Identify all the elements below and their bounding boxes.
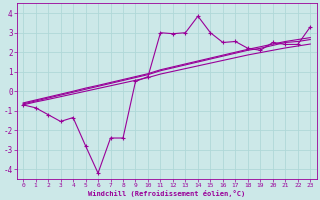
X-axis label: Windchill (Refroidissement éolien,°C): Windchill (Refroidissement éolien,°C) <box>88 190 245 197</box>
